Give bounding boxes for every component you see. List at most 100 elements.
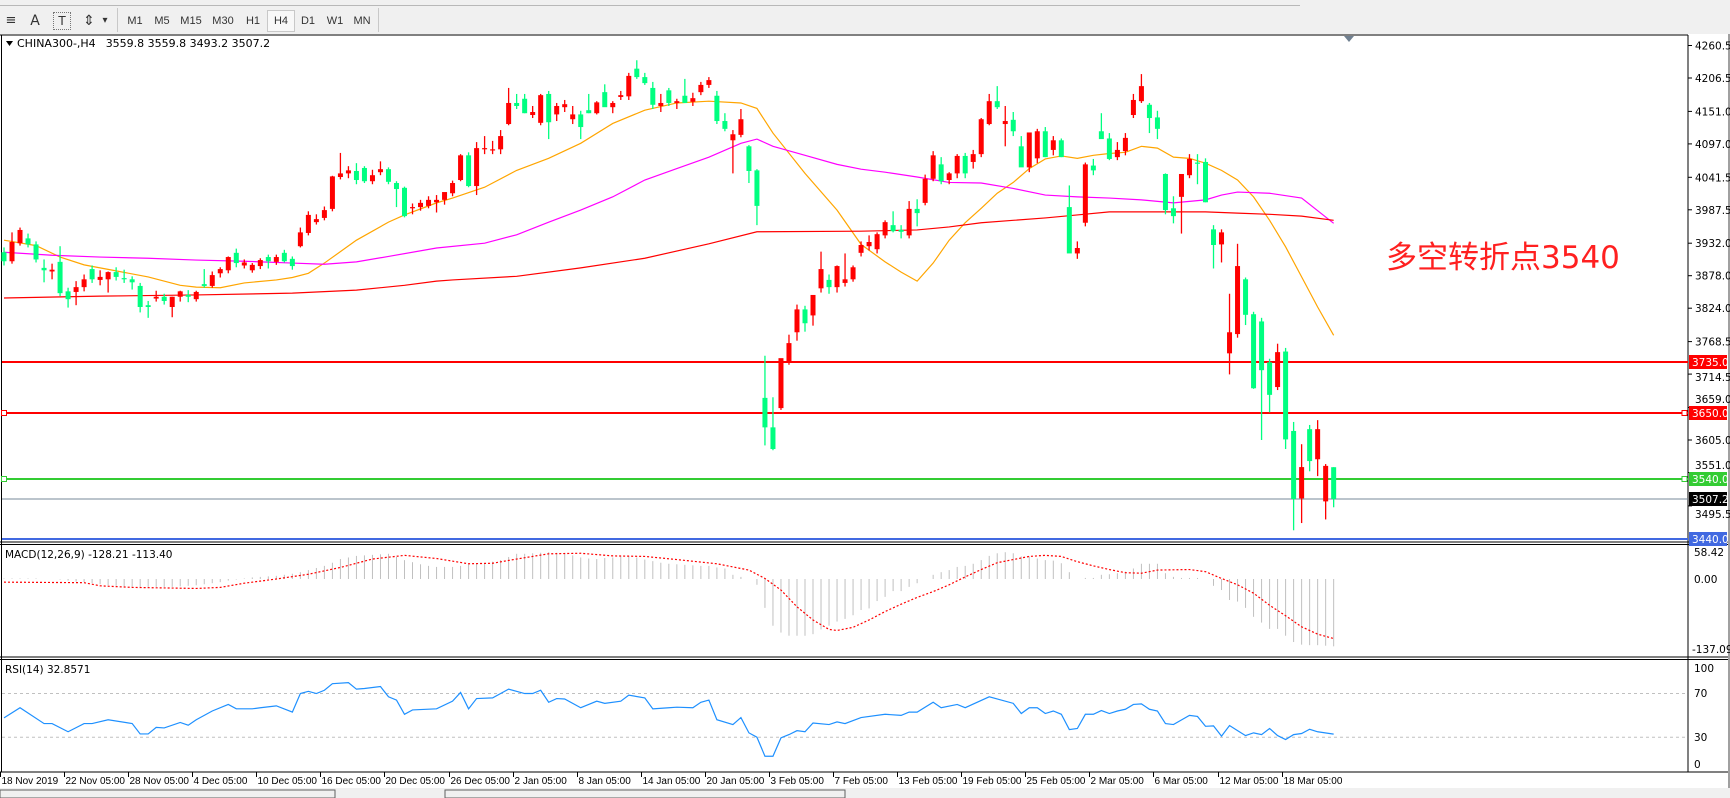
time-tick-label: 20 Dec 05:00	[386, 776, 446, 787]
horizontal-line-price: 3650.0	[1692, 408, 1729, 420]
candle	[1090, 158, 1096, 176]
candle	[393, 181, 399, 208]
candle	[602, 84, 608, 108]
candle-body	[826, 279, 832, 288]
price-tick-label: 3932.0	[1695, 238, 1730, 250]
candle	[257, 258, 263, 270]
candle	[1219, 229, 1225, 263]
candle	[946, 172, 952, 185]
candle	[1203, 158, 1208, 203]
candle	[482, 136, 488, 155]
rsi-line	[3, 681, 1334, 757]
timeframe-mn-button[interactable]: MN	[353, 15, 371, 27]
line-handle[interactable]	[1681, 476, 1688, 482]
candle-body	[482, 148, 488, 150]
chart-shift-marker[interactable]	[1344, 36, 1354, 42]
price-axis: 4260.5 4206.5 4151.0 4097.0 4041.5 3987.5 3932…	[1688, 41, 1730, 521]
candle-body	[538, 95, 544, 123]
candle-body	[241, 262, 247, 266]
candle-body	[209, 275, 215, 286]
moving-average-line	[3, 100, 1335, 336]
timeframe-h4-button[interactable]: H4	[267, 10, 295, 32]
candle-body	[682, 95, 688, 103]
timeframe-m30-button[interactable]: M30	[212, 15, 234, 27]
candle-body	[402, 187, 407, 217]
candle	[826, 274, 832, 294]
candle	[450, 180, 456, 197]
panel-borders	[0, 34, 1728, 773]
arrows-icon[interactable]: ⇕	[83, 13, 95, 29]
candle	[682, 78, 688, 103]
timeframe-m5-button[interactable]: M5	[154, 15, 170, 27]
candle	[586, 93, 592, 114]
candle	[1114, 142, 1120, 161]
candle	[1251, 311, 1257, 389]
candle-body	[426, 199, 432, 206]
candle	[506, 87, 512, 126]
candle	[1002, 105, 1008, 147]
line-handle[interactable]	[1, 410, 7, 416]
chart-tab[interactable]	[444, 789, 846, 798]
candle-body	[1010, 119, 1016, 132]
candle	[25, 233, 31, 248]
candle	[1315, 420, 1321, 477]
candle-body	[33, 244, 39, 260]
timeframe-m15-button[interactable]: M15	[180, 15, 202, 27]
candle	[930, 151, 936, 182]
line-handle[interactable]	[1, 476, 7, 482]
candle	[706, 77, 712, 88]
horizontal-line-price-tag	[1689, 472, 1727, 486]
candle-body	[281, 252, 287, 262]
candle-body	[506, 102, 512, 125]
candle-body	[562, 104, 568, 108]
price-tick-label: 3605.0	[1695, 435, 1730, 447]
timeframe-m1-button[interactable]: M1	[127, 15, 143, 27]
fibonacci-fan-icon[interactable]: ≡	[5, 13, 17, 28]
candle	[402, 186, 407, 218]
candle-body	[522, 98, 528, 114]
candle	[17, 227, 23, 246]
price-tick-label: 3714.5	[1695, 372, 1730, 384]
candle-body	[129, 279, 135, 283]
collapse-triangle-icon[interactable]	[6, 41, 13, 46]
time-tick-label: 2 Jan 05:00	[515, 776, 568, 787]
candle-body	[257, 260, 263, 267]
candle-body	[666, 90, 672, 103]
chart-tab[interactable]	[0, 789, 336, 798]
candle-body	[898, 229, 904, 232]
candle	[978, 118, 984, 158]
candle-body	[554, 105, 560, 115]
dropdown-icon[interactable]: ▾	[102, 15, 108, 26]
candle	[1186, 154, 1192, 179]
timeframe-h1-button[interactable]: H1	[245, 15, 261, 27]
candle-body	[1090, 165, 1096, 171]
candle	[922, 174, 928, 206]
candle-body	[1122, 137, 1128, 152]
candle	[970, 149, 976, 169]
chart-tabs-bar[interactable]	[0, 788, 1730, 798]
candle	[466, 152, 472, 188]
candle	[97, 270, 103, 286]
candle-body	[153, 296, 159, 299]
candle	[562, 99, 568, 113]
candle-body	[802, 309, 808, 324]
timeframe-d1-button[interactable]: D1	[300, 15, 316, 27]
candle	[426, 196, 432, 209]
timeframe-w1-button[interactable]: W1	[326, 15, 344, 27]
candle-body	[1082, 164, 1088, 223]
price-tick-label: 4260.5	[1695, 41, 1730, 53]
text-icon[interactable]: A	[30, 13, 40, 29]
candle-body	[858, 245, 864, 253]
candle-body	[626, 75, 632, 97]
candle	[137, 282, 143, 313]
candle	[490, 140, 496, 155]
candle	[410, 203, 416, 215]
line-handle[interactable]	[1681, 410, 1688, 416]
candle-body	[353, 170, 359, 181]
candle	[57, 246, 63, 297]
candle	[810, 294, 816, 326]
text-label-icon[interactable]: T	[53, 12, 71, 30]
candle-body	[546, 93, 552, 123]
time-tick-label: 2 Mar 05:00	[1091, 776, 1145, 787]
